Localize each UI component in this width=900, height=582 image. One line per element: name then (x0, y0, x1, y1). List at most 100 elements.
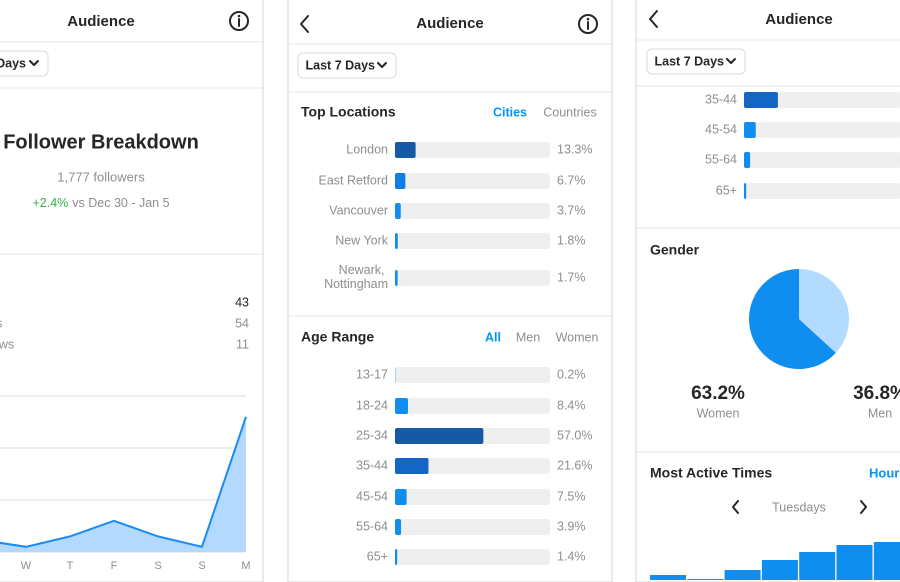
bar (395, 398, 409, 414)
bar-label: 45-54 (356, 489, 388, 503)
bar (761, 560, 798, 580)
change-comparison: vs Dec 30 - Jan 5 (72, 196, 169, 210)
bar-value-label: 1.7% (557, 270, 586, 284)
bar-value-label: 3.7% (557, 203, 586, 217)
bar-label: 55-64 (356, 519, 388, 533)
info-icon[interactable] (229, 11, 249, 31)
bar (744, 183, 747, 199)
bar-label: London (346, 142, 388, 156)
bar-label: 55-64 (705, 152, 737, 166)
bar (744, 92, 778, 108)
bar-track (744, 183, 900, 199)
bar (395, 458, 429, 474)
pie-slice (748, 268, 836, 370)
bar-track (395, 233, 550, 249)
bar-label-line: Newark, (339, 263, 388, 277)
bar-value-label: 7.5% (557, 489, 586, 503)
bar-track (744, 152, 900, 168)
bar (724, 570, 761, 580)
tab[interactable]: Men (516, 330, 540, 344)
section-title: Top Locations (301, 104, 396, 120)
date-button-label: Last 7 Days (655, 54, 725, 68)
date-button-label: Last 7 Days (0, 56, 26, 70)
info-icon[interactable] (578, 14, 598, 34)
bar-label: 35-44 (705, 92, 737, 106)
bar (395, 270, 398, 286)
chevron (726, 58, 736, 64)
hours-link[interactable]: Hours (869, 465, 900, 480)
section-title: Follower Breakdown (3, 131, 199, 153)
followers-count: 1,777 followers (57, 169, 145, 184)
back-button[interactable] (649, 10, 658, 28)
tab[interactable]: Cities (493, 105, 527, 119)
bar (395, 233, 398, 249)
section-title: Age Range (301, 329, 374, 345)
bar-label: 25-34 (356, 428, 388, 442)
bar (650, 575, 686, 580)
bar-track (395, 270, 550, 286)
back-button[interactable] (300, 15, 309, 33)
row-label: Follows (0, 316, 2, 330)
pie-category-label: Men (868, 406, 892, 420)
bar-track (395, 458, 550, 474)
next-day[interactable] (860, 500, 867, 514)
bar-label: Newark, Nottingham (324, 263, 388, 291)
panel (287, 0, 613, 582)
pie-slice (799, 269, 849, 353)
bar-label: 65+ (367, 549, 388, 563)
bar (395, 549, 398, 565)
bar-value-label: 57.0% (557, 428, 592, 442)
pie-value-label: 36.8% (853, 383, 900, 404)
bar (395, 203, 401, 219)
x-tick-label: M (241, 560, 250, 572)
row-label: Unfollows (0, 337, 14, 351)
bar-value-label: 3.9% (557, 519, 586, 533)
bar-track (395, 549, 550, 565)
bar-label: 65+ (716, 183, 737, 197)
x-tick-label: S (198, 560, 205, 572)
bar (687, 579, 724, 580)
date-button[interactable] (646, 48, 746, 75)
date-button[interactable] (0, 50, 49, 77)
bar (744, 152, 751, 168)
x-tick-label: W (21, 560, 32, 572)
bar-label: 45-54 (705, 122, 737, 136)
bar (873, 542, 900, 580)
bar-track (395, 173, 550, 189)
bar-label: 18-24 (356, 398, 388, 412)
day-label: Tuesdays (772, 500, 826, 514)
tab[interactable]: Countries (543, 105, 597, 119)
chevron (377, 62, 387, 68)
x-tick-label: S (154, 560, 161, 572)
section-title: Most Active Times (650, 465, 772, 481)
bar (836, 545, 873, 580)
bar-track (395, 142, 550, 158)
bar (395, 142, 416, 158)
bar-label: 13-17 (356, 367, 388, 381)
header-title: Audience (765, 11, 833, 28)
bar (395, 489, 407, 505)
panel (0, 0, 264, 582)
date-button[interactable] (297, 52, 397, 79)
bar-value-label: 1.8% (557, 233, 586, 247)
prev-day[interactable] (732, 500, 739, 514)
bar-label: East Retford (319, 173, 389, 187)
bar-label: New York (335, 233, 389, 247)
bar (744, 122, 756, 138)
date-button-label: Last 7 Days (306, 58, 376, 72)
bar-track (395, 398, 550, 414)
tab[interactable]: Women (556, 330, 599, 344)
bar-track (744, 122, 900, 138)
tab[interactable]: All (485, 330, 501, 344)
x-tick-label: F (111, 560, 118, 572)
bar-value-label: 0.2% (557, 367, 586, 381)
bar-track (395, 489, 550, 505)
bar-label: Vancouver (329, 203, 388, 217)
bar-value-label: 8.4% (557, 398, 586, 412)
bar-track (395, 519, 550, 535)
row-value: 11 (236, 337, 249, 351)
bar-track (395, 203, 550, 219)
x-tick-label: T (67, 560, 74, 572)
